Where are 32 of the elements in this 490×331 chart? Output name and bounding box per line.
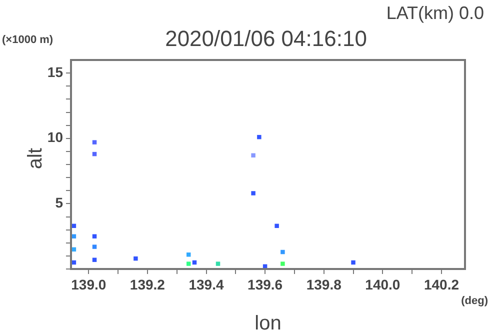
text: (×1000 m) — [2, 34, 54, 46]
y-tick-label: 15 — [47, 64, 64, 80]
y-tick-label: 10 — [47, 129, 64, 146]
y-axis-title: alt — [24, 147, 47, 170]
point — [216, 262, 220, 266]
point — [186, 252, 191, 257]
x-tick-label: 139.4 — [188, 276, 224, 292]
x-tick-label: 139.6 — [248, 276, 283, 292]
point — [274, 224, 279, 228]
point — [186, 262, 191, 266]
point — [92, 258, 97, 262]
point — [251, 191, 256, 196]
point — [134, 256, 138, 261]
text: (deg) — [461, 295, 488, 308]
x-axis-title: lon — [254, 312, 282, 331]
x-tick-label: 139.8 — [306, 276, 342, 292]
point — [92, 234, 97, 238]
point — [280, 262, 285, 266]
x-tick-label: 140.0 — [365, 276, 400, 292]
point — [351, 260, 356, 265]
point — [251, 153, 256, 158]
y-tick-label: 5 — [55, 194, 64, 211]
point — [257, 134, 262, 140]
point — [72, 234, 76, 238]
chart-title: 2020/01/06 04:16:10 — [165, 26, 367, 52]
point — [280, 250, 285, 254]
chart-subtitle: LAT(km) 0.0 — [386, 2, 484, 23]
x-tick-label: 139.2 — [130, 276, 166, 292]
x-tick-label: 139.0 — [71, 276, 106, 292]
x-tick-label: 140.2 — [424, 276, 460, 292]
point — [92, 140, 97, 144]
point — [92, 244, 97, 249]
